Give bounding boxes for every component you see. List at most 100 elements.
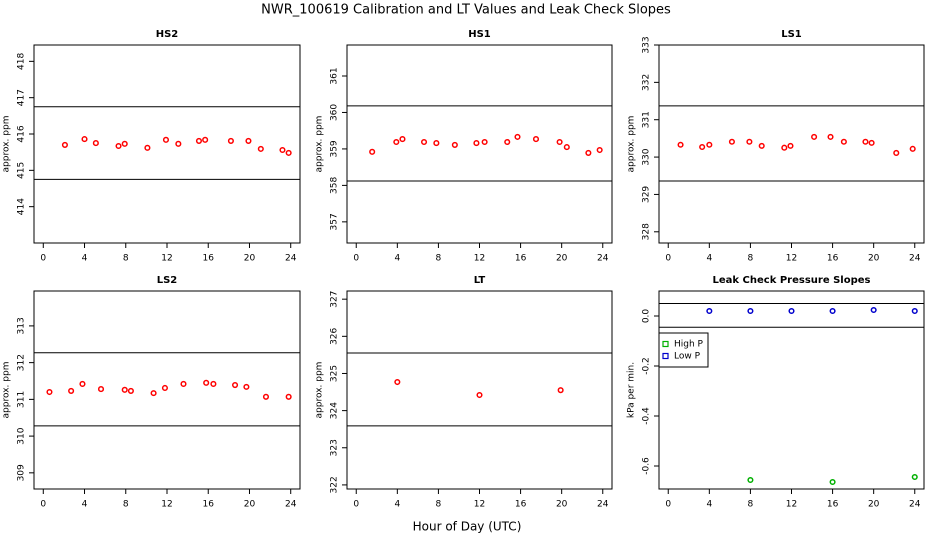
data-point xyxy=(706,307,713,315)
data-point xyxy=(279,146,286,154)
x-tick-label: 12 xyxy=(474,254,485,264)
data-point xyxy=(262,393,270,400)
x-tick-label: 24 xyxy=(909,500,921,510)
data-point xyxy=(699,143,706,151)
x-tick-label: 16 xyxy=(203,254,215,264)
legend-label: Low P xyxy=(674,352,701,362)
y-tick-label: 330 xyxy=(642,148,652,165)
legend-label: High P xyxy=(674,340,704,350)
data-point xyxy=(862,138,869,145)
x-tick-label: 12 xyxy=(474,500,485,510)
y-tick-label: -0.6 xyxy=(642,457,652,475)
data-point xyxy=(811,133,818,140)
x-tick-label: 0 xyxy=(665,500,671,510)
x-tick-label: 4 xyxy=(706,254,712,264)
page-title: NWR_100619 Calibration and LT Values and… xyxy=(261,3,671,18)
panel-title: LS2 xyxy=(157,275,178,286)
data-point xyxy=(144,144,151,151)
plot-box xyxy=(33,44,301,244)
data-point xyxy=(195,137,203,144)
panel-title: LS1 xyxy=(781,29,802,40)
data-point xyxy=(79,380,86,387)
plot-box xyxy=(346,290,613,490)
y-tick-label: 328 xyxy=(642,223,652,240)
data-point xyxy=(393,138,400,146)
y-axis-label: approx. ppm xyxy=(315,362,325,419)
data-point xyxy=(180,380,187,387)
y-tick-label: 331 xyxy=(642,111,652,128)
data-point xyxy=(245,137,252,144)
data-point xyxy=(97,386,105,393)
x-tick-label: 12 xyxy=(786,500,797,510)
y-tick-label: 358 xyxy=(330,177,340,194)
data-point xyxy=(585,149,592,156)
data-point xyxy=(829,307,836,315)
x-tick-label: 20 xyxy=(868,500,880,510)
data-point xyxy=(68,387,75,394)
x-tick-label: 4 xyxy=(706,500,712,510)
panel-title: Leak Check Pressure Slopes xyxy=(713,275,871,286)
data-point xyxy=(175,140,182,147)
y-axis-label: approx. ppm xyxy=(2,116,12,173)
data-point xyxy=(747,307,754,315)
data-point xyxy=(728,138,735,145)
x-tick-label: 24 xyxy=(597,254,609,264)
x-tick-label: 4 xyxy=(394,254,400,264)
data-point xyxy=(481,138,488,146)
data-point xyxy=(162,136,170,143)
plot-box xyxy=(346,44,613,244)
y-tick-label: 416 xyxy=(17,125,27,142)
data-point xyxy=(285,149,292,156)
panel-title: HS2 xyxy=(156,29,179,40)
data-point xyxy=(394,378,401,386)
data-point xyxy=(92,140,99,147)
y-tick-label: -0.4 xyxy=(642,407,652,425)
legend-marker xyxy=(662,340,669,348)
data-point xyxy=(563,144,570,151)
x-tick-label: 20 xyxy=(556,500,568,510)
panel-title: HS1 xyxy=(468,29,491,40)
y-tick-label: 329 xyxy=(642,186,652,203)
data-point xyxy=(231,381,239,389)
x-tick-label: 8 xyxy=(748,254,754,264)
data-point xyxy=(473,140,480,147)
y-tick-label: 323 xyxy=(330,439,340,456)
y-tick-label: 414 xyxy=(17,198,27,215)
data-point xyxy=(115,142,122,150)
y-tick-label: 359 xyxy=(330,140,340,157)
data-point xyxy=(257,145,264,152)
y-tick-label: 326 xyxy=(330,327,340,344)
panel-title: LT xyxy=(474,275,486,286)
y-tick-label: 332 xyxy=(642,74,652,91)
data-point xyxy=(369,148,376,155)
x-tick-label: 16 xyxy=(827,500,839,510)
y-tick-label: 417 xyxy=(17,89,27,106)
y-tick-label: 0.0 xyxy=(642,309,652,324)
y-tick-label: 313 xyxy=(17,317,27,334)
x-tick-label: 8 xyxy=(748,500,754,510)
x-tick-label: 12 xyxy=(161,254,172,264)
y-tick-label: 357 xyxy=(330,213,340,230)
x-tick-label: 0 xyxy=(40,500,46,510)
x-tick-label: 8 xyxy=(123,254,129,264)
data-point xyxy=(909,145,916,152)
data-point xyxy=(476,391,483,399)
y-tick-label: 327 xyxy=(330,291,340,308)
x-tick-label: 8 xyxy=(436,254,442,264)
data-point xyxy=(596,146,603,154)
data-point xyxy=(227,137,234,144)
y-tick-label: 360 xyxy=(330,104,340,121)
x-tick-label: 20 xyxy=(868,254,880,264)
y-tick-label: 361 xyxy=(330,67,340,84)
data-point xyxy=(202,136,209,143)
y-tick-label: 311 xyxy=(17,391,27,408)
data-point xyxy=(127,387,134,394)
x-tick-label: 24 xyxy=(597,500,609,510)
data-point xyxy=(451,141,458,148)
x-tick-label: 0 xyxy=(665,254,671,264)
x-tick-label: 16 xyxy=(515,500,527,510)
x-tick-label: 0 xyxy=(353,500,359,510)
y-axis-label: kPa per min. xyxy=(627,362,637,418)
data-point xyxy=(868,139,875,146)
data-point xyxy=(556,138,563,146)
